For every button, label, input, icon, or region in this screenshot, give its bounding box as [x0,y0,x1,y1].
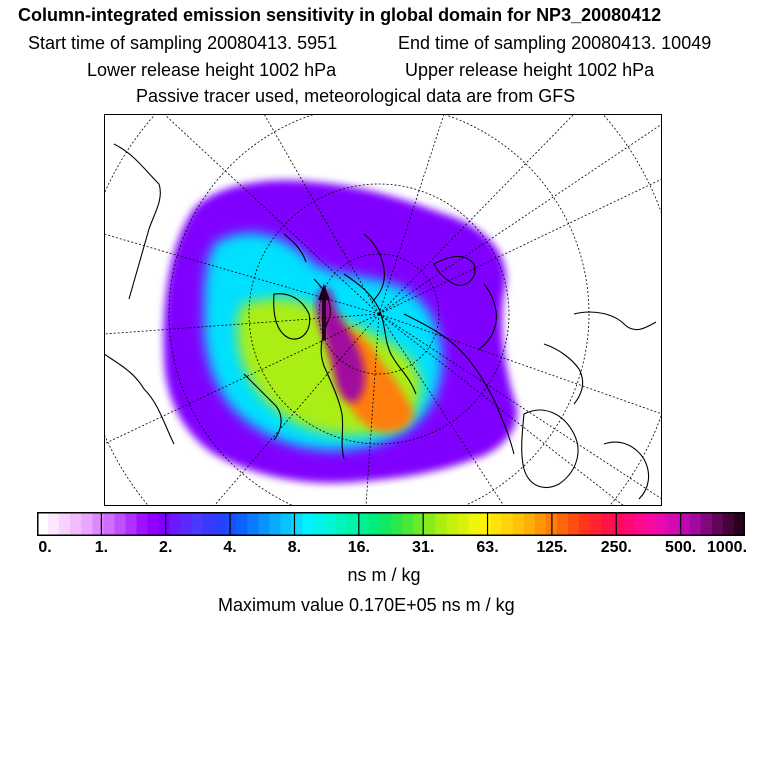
colorbar-swatch [402,512,414,536]
colorbar-swatch [191,512,204,536]
colorbar-tick-label: 0. [38,539,52,556]
colorbar-swatch [37,512,49,536]
colorbar-swatch [158,512,171,536]
colorbar-swatch [689,512,702,536]
start-time-label: Start time of sampling 20080413. 5951 [28,33,338,53]
colorbar-swatch [634,512,647,536]
figure-title: Column-integrated emission sensitivity i… [18,5,662,25]
end-time-label: End time of sampling 20080413. 10049 [398,33,712,53]
colorbar-swatch [468,512,481,536]
colorbar-swatch [114,512,127,536]
lat-lon-grid [104,114,662,506]
colorbar-swatch [125,512,138,536]
lower-release-label: Lower release height 1002 hPa [87,60,337,80]
colorbar-swatch [612,512,624,536]
tracer-info-label: Passive tracer used, meteorological data… [136,86,576,106]
colorbar-swatch [81,512,93,536]
colorbar-swatch [247,512,259,536]
colorbar-swatch [169,512,182,536]
colorbar-tick-label: 500. [665,539,697,556]
plume-peak-region [316,287,365,403]
colorbar-swatch [645,512,658,536]
colorbar-swatch [700,512,713,536]
colorbar-swatch [722,512,735,536]
colorbar-tick-label: 31. [412,539,435,556]
colorbar-swatch [590,512,602,536]
colorbar-swatch [579,512,591,536]
colorbar-tick-label: 1. [94,539,109,556]
upper-release-label: Upper release height 1002 hPa [405,60,655,80]
colorbar-tick-label: 125. [536,539,568,556]
colorbar-swatch [313,512,326,536]
colorbar-swatch [678,512,691,536]
colorbar-swatch [225,512,237,536]
colorbar-swatch [534,512,547,536]
colorbar-swatch [556,512,569,536]
coastlines [104,143,657,500]
colorbar-swatch [523,512,536,536]
colorbar-tick-label: 63. [476,539,499,556]
colorbar-swatch [92,512,104,536]
colorbar-swatch [291,512,304,536]
colorbar-tick-label: 1000. [706,539,748,556]
colorbar-swatch [623,512,635,536]
colorbar-swatch [324,512,337,536]
colorbar-swatch [280,512,293,536]
colorbar-tick-label: 250. [600,539,632,556]
colorbar-swatch [236,512,248,536]
emission-sensitivity-field [163,180,518,483]
colorbar-swatch [335,512,348,536]
colorbar-swatch [357,512,370,536]
colorbar-swatch [368,512,381,536]
colorbar-swatch [346,512,359,536]
colorbar-units-label: ns m / kg [347,565,421,585]
colorbar-swatch [48,512,60,536]
colorbar-swatch [457,512,470,536]
colorbar-swatch [302,512,315,536]
colorbar-swatch [501,512,514,536]
colorbar [37,512,745,536]
colorbar-tick-label: 4. [223,539,237,556]
colorbar-swatch [147,512,160,536]
colorbar-swatch [656,512,669,536]
colorbar-swatch [214,512,226,536]
colorbar-swatch [667,512,680,536]
colorbar-swatch [490,512,503,536]
colorbar-swatch [601,512,613,536]
colorbar-tick-label: 16. [347,539,370,556]
colorbar-swatch [435,512,447,536]
colorbar-swatch [391,512,403,536]
colorbar-swatch [711,512,724,536]
colorbar-swatch [424,512,436,536]
colorbar-swatch [269,512,281,536]
colorbar-swatch [512,512,525,536]
colorbar-swatch [733,512,745,536]
colorbar-swatch [59,512,71,536]
colorbar-swatch [70,512,82,536]
maximum-value-label: Maximum value 0.170E+05 ns m / kg [218,595,515,615]
colorbar-swatch [202,512,215,536]
colorbar-swatch [180,512,193,536]
colorbar-swatch [479,512,492,536]
colorbar-swatch [413,512,425,536]
colorbar-swatch [446,512,458,536]
colorbar-tick-label: 8. [287,539,302,556]
colorbar-swatch [379,512,392,536]
map-frame [104,114,662,506]
colorbar-swatch [136,512,149,536]
colorbar-swatch [258,512,270,536]
colorbar-swatch [103,512,116,536]
colorbar-tick-label: 2. [159,539,173,556]
peak-marker [318,284,330,340]
colorbar-swatch [568,512,580,536]
